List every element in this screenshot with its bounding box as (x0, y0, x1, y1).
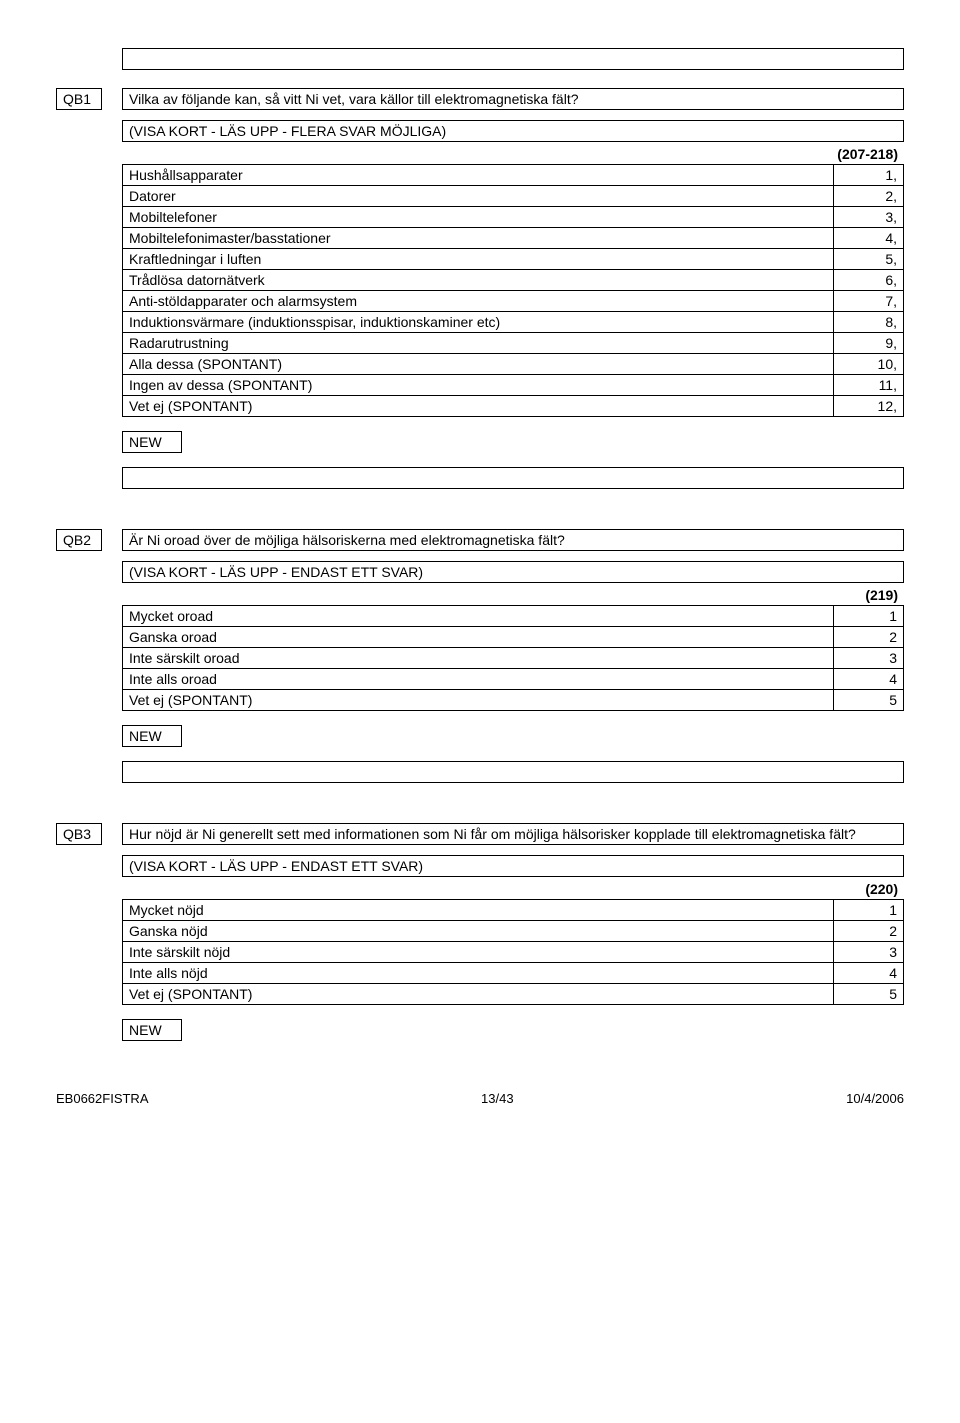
footer-right: 10/4/2006 (846, 1091, 904, 1106)
table-row: Ganska nöjd2 (123, 921, 904, 942)
table-row: Mycket nöjd1 (123, 900, 904, 921)
answer-value: 3 (834, 648, 904, 669)
question-code: QB2 (56, 529, 102, 551)
answers-table: Hushållsapparater1, Datorer2, Mobiltelef… (122, 164, 904, 417)
answer-label: Ganska oroad (123, 627, 834, 648)
top-empty-box (122, 48, 904, 70)
instruction: (VISA KORT - LÄS UPP - ENDAST ETT SVAR) (122, 561, 904, 583)
answer-value: 1, (834, 165, 904, 186)
table-row: Radarutrustning9, (123, 333, 904, 354)
question-qb1: QB1 Vilka av följande kan, så vitt Ni ve… (56, 88, 904, 489)
table-row: Ingen av dessa (SPONTANT)11, (123, 375, 904, 396)
answer-label: Hushållsapparater (123, 165, 834, 186)
answer-value: 1 (834, 900, 904, 921)
question-code: QB1 (56, 88, 102, 110)
answer-value: 5 (834, 984, 904, 1005)
answer-label: Mobiltelefonimaster/basstationer (123, 228, 834, 249)
table-row: Alla dessa (SPONTANT)10, (123, 354, 904, 375)
table-row: Mobiltelefoner3, (123, 207, 904, 228)
footer-left: EB0662FISTRA (56, 1091, 149, 1106)
table-row: Inte alls oroad4 (123, 669, 904, 690)
answer-label: Ganska nöjd (123, 921, 834, 942)
table-row: Anti-stöldapparater och alarmsystem7, (123, 291, 904, 312)
footer-center: 13/43 (481, 1091, 514, 1106)
answer-label: Anti-stöldapparater och alarmsystem (123, 291, 834, 312)
range-code: (219) (122, 585, 904, 605)
answer-value: 1 (834, 606, 904, 627)
answer-label: Vet ej (SPONTANT) (123, 396, 834, 417)
table-row: Datorer2, (123, 186, 904, 207)
table-row: Kraftledningar i luften5, (123, 249, 904, 270)
instruction: (VISA KORT - LÄS UPP - ENDAST ETT SVAR) (122, 855, 904, 877)
table-row: Vet ej (SPONTANT)12, (123, 396, 904, 417)
answer-label: Inte särskilt nöjd (123, 942, 834, 963)
answer-label: Mycket oroad (123, 606, 834, 627)
answer-value: 12, (834, 396, 904, 417)
answer-value: 4, (834, 228, 904, 249)
table-row: Induktionsvärmare (induktionsspisar, ind… (123, 312, 904, 333)
answer-label: Alla dessa (SPONTANT) (123, 354, 834, 375)
answer-value: 8, (834, 312, 904, 333)
answer-value: 10, (834, 354, 904, 375)
answer-value: 11, (834, 375, 904, 396)
answer-label: Inte alls oroad (123, 669, 834, 690)
table-row: Hushållsapparater1, (123, 165, 904, 186)
new-label: NEW (122, 431, 182, 453)
range-code: (220) (122, 879, 904, 899)
answer-value: 7, (834, 291, 904, 312)
answer-label: Datorer (123, 186, 834, 207)
answers-table: Mycket oroad1 Ganska oroad2 Inte särskil… (122, 605, 904, 711)
instruction: (VISA KORT - LÄS UPP - FLERA SVAR MÖJLIG… (122, 120, 904, 142)
answer-label: Trådlösa datornätverk (123, 270, 834, 291)
answer-value: 4 (834, 963, 904, 984)
answer-value: 5, (834, 249, 904, 270)
table-row: Trådlösa datornätverk6, (123, 270, 904, 291)
new-label: NEW (122, 1019, 182, 1041)
answer-label: Radarutrustning (123, 333, 834, 354)
answer-label: Induktionsvärmare (induktionsspisar, ind… (123, 312, 834, 333)
question-text: Hur nöjd är Ni generellt sett med inform… (122, 823, 904, 845)
answer-value: 5 (834, 690, 904, 711)
table-row: Inte alls nöjd4 (123, 963, 904, 984)
table-row: Ganska oroad2 (123, 627, 904, 648)
question-text: Vilka av följande kan, så vitt Ni vet, v… (122, 88, 904, 110)
question-code: QB3 (56, 823, 102, 845)
answer-value: 3, (834, 207, 904, 228)
new-label: NEW (122, 725, 182, 747)
answer-value: 2 (834, 627, 904, 648)
table-row: Inte särskilt nöjd3 (123, 942, 904, 963)
table-row: Vet ej (SPONTANT)5 (123, 690, 904, 711)
spacer-box (122, 467, 904, 489)
answer-value: 6, (834, 270, 904, 291)
question-qb2: QB2 Är Ni oroad över de möjliga hälsoris… (56, 529, 904, 783)
page-footer: EB0662FISTRA 13/43 10/4/2006 (56, 1091, 904, 1106)
question-qb3: QB3 Hur nöjd är Ni generellt sett med in… (56, 823, 904, 1041)
answers-table: Mycket nöjd1 Ganska nöjd2 Inte särskilt … (122, 899, 904, 1005)
answer-label: Inte alls nöjd (123, 963, 834, 984)
spacer-box (122, 761, 904, 783)
answer-label: Vet ej (SPONTANT) (123, 984, 834, 1005)
table-row: Inte särskilt oroad3 (123, 648, 904, 669)
answer-value: 2 (834, 921, 904, 942)
answer-label: Inte särskilt oroad (123, 648, 834, 669)
answer-label: Mobiltelefoner (123, 207, 834, 228)
table-row: Mycket oroad1 (123, 606, 904, 627)
answer-label: Kraftledningar i luften (123, 249, 834, 270)
answer-label: Mycket nöjd (123, 900, 834, 921)
question-text: Är Ni oroad över de möjliga hälsoriskern… (122, 529, 904, 551)
table-row: Mobiltelefonimaster/basstationer4, (123, 228, 904, 249)
answer-value: 2, (834, 186, 904, 207)
answer-value: 4 (834, 669, 904, 690)
answer-label: Ingen av dessa (SPONTANT) (123, 375, 834, 396)
answer-value: 3 (834, 942, 904, 963)
table-row: Vet ej (SPONTANT)5 (123, 984, 904, 1005)
range-code: (207-218) (122, 144, 904, 164)
answer-label: Vet ej (SPONTANT) (123, 690, 834, 711)
answer-value: 9, (834, 333, 904, 354)
